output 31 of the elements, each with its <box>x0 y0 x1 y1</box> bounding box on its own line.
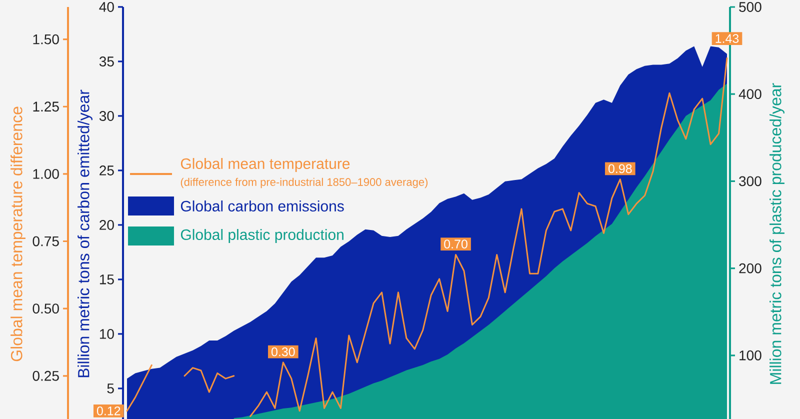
legend-label: Global mean temperature <box>180 158 350 172</box>
legend-label: Global plastic production <box>180 228 344 243</box>
y-tick-label: 25 <box>100 166 114 176</box>
legend-label: Global carbon emissions <box>180 200 344 212</box>
y-tick-label: 20 <box>100 220 114 230</box>
data-label: 0.70 <box>444 240 468 249</box>
y3-tick-label: 0.25 <box>32 370 59 381</box>
y-tick-label: 40 <box>99 2 114 12</box>
y-tick-label: 5 <box>107 384 114 394</box>
y3-tick-label: 0.50 <box>32 304 59 314</box>
y2-tick-label: 400 <box>738 89 762 100</box>
y2-tick-label: 200 <box>739 263 762 274</box>
data-label: 0.98 <box>608 164 632 174</box>
data-label: 0.30 <box>271 347 295 356</box>
y3-tick-label: 0.75 <box>32 236 59 246</box>
y-tick-label: 35 <box>99 56 114 66</box>
y2-tick-label: 100 <box>740 350 762 360</box>
y3-tick-label: 1.50 <box>33 34 59 44</box>
y-tick-label: 15 <box>100 274 114 284</box>
y2-tick-label: 300 <box>739 176 762 186</box>
y3-tick-label: 1.00 <box>33 168 59 179</box>
y3-tick-label: 1.25 <box>33 102 59 112</box>
annotation: (difference from pre-industrial 1850–1900 average) <box>180 178 428 188</box>
y3-axis-title: Global mean temperature difference <box>10 106 26 362</box>
y-axis-title: Billion metric tons of carbon emitted/year <box>78 90 92 378</box>
data-label: 0.12 <box>96 406 120 416</box>
y-tick-label: 30 <box>99 111 114 121</box>
y2-axis-title: Million metric tons of plastic produced/year <box>770 83 784 384</box>
y-tick-label: 10 <box>100 329 114 339</box>
data-label: 1.43 <box>716 34 739 43</box>
y2-tick-label: 500 <box>739 2 762 12</box>
